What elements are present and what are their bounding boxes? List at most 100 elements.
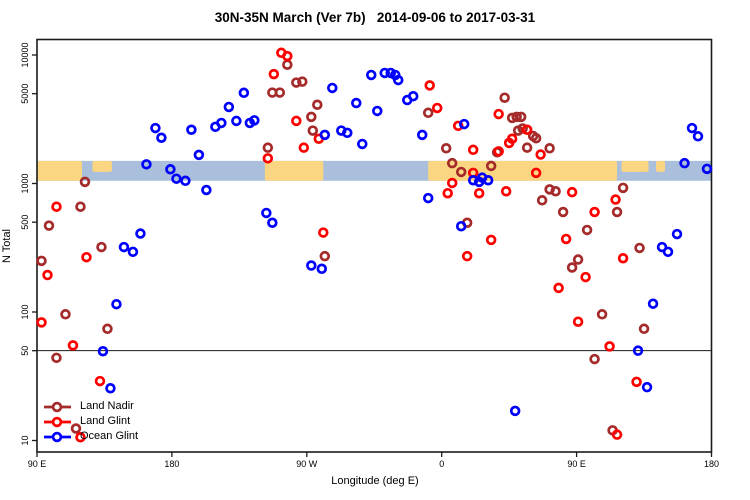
data-point <box>604 341 615 352</box>
data-point <box>566 262 578 273</box>
y-tick-label: 500 <box>20 215 30 230</box>
x-tick-label: 0 <box>439 459 444 469</box>
data-point <box>485 160 497 172</box>
data-point <box>141 159 152 170</box>
data-point <box>371 105 383 117</box>
x-axis-title: Longitude (deg E) <box>331 475 419 487</box>
data-point <box>193 149 205 161</box>
x-tick-label: 90 E <box>567 459 586 469</box>
data-point <box>493 146 504 157</box>
data-point <box>632 345 644 356</box>
data-point <box>521 124 533 135</box>
data-point <box>610 194 621 205</box>
y-tick-label: 10 <box>20 435 30 445</box>
data-point <box>572 254 584 265</box>
map-band-island <box>92 160 112 172</box>
data-point <box>298 142 310 153</box>
data-point <box>455 220 467 232</box>
y-tick-label: 100 <box>20 304 30 319</box>
data-point <box>442 187 453 199</box>
x-tick-label: 90 E <box>28 459 47 469</box>
data-point <box>662 246 674 258</box>
data-point <box>262 142 274 153</box>
data-point <box>105 383 116 394</box>
data-point <box>692 131 704 142</box>
data-point <box>306 111 317 123</box>
data-point <box>431 102 443 114</box>
data-point <box>701 163 713 175</box>
data-point <box>422 107 434 119</box>
y-tick-label: 5000 <box>20 84 30 104</box>
legend-label: Ocean Glint <box>80 430 139 442</box>
data-point <box>357 138 368 150</box>
data-point <box>70 423 82 434</box>
data-point <box>530 132 542 144</box>
data-point <box>180 175 191 187</box>
data-point <box>679 157 690 169</box>
data-point <box>589 353 600 365</box>
legend-row: Land Nadir <box>43 399 138 414</box>
data-point <box>342 127 353 139</box>
data-point <box>67 340 79 351</box>
data-point <box>127 246 139 258</box>
data-point <box>506 133 518 144</box>
data-point <box>515 111 527 123</box>
data-point <box>171 173 182 184</box>
y-tick-label: 50 <box>20 346 30 356</box>
chart-title: 30N-35N March (Ver 7b) 2014-09-06 to 201… <box>214 10 536 25</box>
data-point <box>580 271 591 283</box>
data-point <box>297 76 308 87</box>
data-point <box>312 99 323 111</box>
data-point <box>589 206 600 218</box>
x-tick-label: 180 <box>164 459 179 469</box>
data-point <box>306 260 317 271</box>
map-band-island <box>656 160 666 172</box>
data-point <box>60 309 71 320</box>
data-point <box>647 298 659 309</box>
y-tick-label: 1000 <box>20 173 30 193</box>
data-point <box>530 167 542 179</box>
data-point <box>135 228 146 239</box>
map-band-land <box>37 160 82 181</box>
data-point <box>617 182 629 194</box>
legend-marker-icon <box>44 416 71 427</box>
data-point <box>267 217 278 228</box>
legend-label: Land Glint <box>80 415 131 427</box>
legend-marker-icon <box>44 431 71 442</box>
data-point <box>351 97 362 109</box>
data-point <box>238 87 250 99</box>
legend-marker-icon <box>44 401 71 412</box>
data-point <box>36 255 47 267</box>
data-point <box>458 118 470 130</box>
x-tick-label: 180 <box>704 459 719 469</box>
data-point <box>521 142 533 153</box>
data-point <box>274 87 286 98</box>
data-point <box>186 124 197 135</box>
data-point <box>291 115 302 127</box>
data-point <box>36 317 47 328</box>
data-point <box>482 174 494 186</box>
data-point <box>631 376 642 388</box>
legend-row: Ocean Glint <box>43 429 138 444</box>
data-point <box>51 201 62 212</box>
data-point <box>392 74 404 86</box>
data-point <box>500 186 512 197</box>
data-point <box>316 263 328 275</box>
data-point <box>611 429 623 440</box>
data-point <box>75 431 86 443</box>
data-point <box>467 144 479 156</box>
data-point <box>150 122 161 134</box>
data-point <box>97 345 109 357</box>
data-point <box>216 117 227 129</box>
data-point <box>560 233 572 245</box>
data-point <box>79 176 91 188</box>
data-point <box>493 108 504 120</box>
data-point <box>536 195 548 206</box>
data-point <box>455 166 467 178</box>
data-point <box>535 149 546 160</box>
data-point <box>268 68 280 80</box>
data-point <box>566 186 578 198</box>
data-point <box>485 234 497 246</box>
data-point <box>261 207 272 219</box>
